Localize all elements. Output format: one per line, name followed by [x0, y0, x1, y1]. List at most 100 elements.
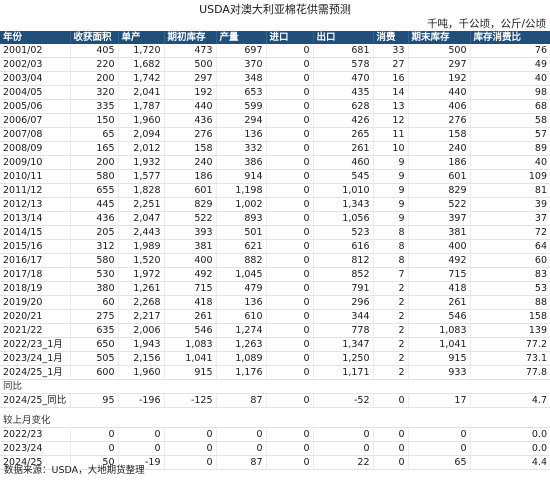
table-cell: 186: [407, 155, 470, 170]
section-mom: 较上月变化: [0, 414, 550, 428]
table-cell: 580: [69, 169, 118, 184]
table-cell: 440: [407, 85, 470, 100]
table-cell: 655: [69, 183, 118, 198]
table-cell: 0: [265, 351, 313, 366]
table-cell: 1,171: [312, 365, 373, 380]
table-cell: 0: [265, 127, 313, 142]
table-cell: -19: [117, 455, 164, 470]
table-cell: 240: [163, 155, 216, 170]
table-cell: 492: [163, 267, 216, 282]
table-cell: 546: [163, 323, 216, 338]
table-cell: 220: [69, 57, 118, 72]
table-cell: 2015/16: [0, 239, 70, 254]
table-cell: 40: [469, 155, 550, 170]
table-cell: 0: [163, 455, 216, 470]
table-cell: 136: [215, 127, 266, 142]
col-year: 年份: [0, 31, 70, 44]
table-cell: 2024/25_同比: [0, 393, 70, 408]
table-cell: 0: [265, 427, 313, 442]
table-cell: 1,010: [312, 183, 373, 198]
table-cell: 0: [69, 441, 118, 456]
table-cell: 294: [215, 113, 266, 128]
table-cell: 98: [469, 85, 550, 100]
table-cell: 601: [407, 169, 470, 184]
table-cell: 0: [265, 71, 313, 86]
table-cell: 10: [372, 141, 408, 156]
table-cell: 500: [407, 44, 470, 58]
table-cell: 9: [372, 197, 408, 212]
table-cell: 58: [469, 113, 550, 128]
table-cell: 2020/21: [0, 309, 70, 324]
table-cell: 109: [469, 169, 550, 184]
units-label: 千吨，千公顷，公斤/公顷: [426, 18, 546, 30]
table-title: USDA对澳大利亚棉花供需预测: [199, 3, 351, 16]
table-cell: 2,006: [117, 323, 164, 338]
table-row-yoy: 2024/25_同比 95 -196 -125 87 0 -52 0 17 4.7: [0, 393, 550, 408]
table-row-mom: 2024/25 50 -19 0 87 0 22 0 65 4.4: [0, 455, 550, 470]
table-cell: 882: [215, 253, 266, 268]
table-row: 2013/14 436 2,047 522 893 0 1,056 9 397 37: [0, 211, 550, 226]
table-cell: 893: [215, 211, 266, 226]
table-cell: 1,932: [117, 155, 164, 170]
table-cell: 33: [372, 44, 408, 58]
table-cell: 0: [312, 427, 373, 442]
table-cell: 8: [372, 239, 408, 254]
table-cell: 261: [163, 309, 216, 324]
table-cell: 2021/22: [0, 323, 70, 338]
table-cell: 1,577: [117, 169, 164, 184]
table-cell: 2,012: [117, 141, 164, 156]
table-row: 2006/07 150 1,960 436 294 0 426 12 276 58: [0, 113, 550, 128]
table-cell: 1,263: [215, 337, 266, 352]
table-cell: 616: [312, 239, 373, 254]
table-cell: 0: [265, 225, 313, 240]
table-cell: 17: [407, 393, 470, 408]
table-cell: 2: [372, 281, 408, 296]
table-cell: 83: [469, 267, 550, 282]
table-cell: 522: [407, 197, 470, 212]
table-cell: 470: [312, 71, 373, 86]
table-cell: 436: [163, 113, 216, 128]
table-cell: 1,960: [117, 113, 164, 128]
table-cell: 64: [469, 239, 550, 254]
table-cell: 0: [265, 211, 313, 226]
table-cell: 73.1: [469, 351, 550, 366]
table-cell: 715: [407, 267, 470, 282]
table-cell: 0: [265, 197, 313, 212]
table-cell: 88: [469, 295, 550, 310]
table-cell: 2,268: [117, 295, 164, 310]
table-cell: 2: [372, 351, 408, 366]
table-cell: 1,250: [312, 351, 373, 366]
table-cell: 0: [372, 441, 408, 456]
table-cell: 335: [69, 99, 118, 114]
table-row: 2003/04 200 1,742 297 348 0 470 16 192 40: [0, 71, 550, 86]
table-row: 2005/06 335 1,787 440 599 0 628 13 406 68: [0, 99, 550, 114]
data-source-note: 数据来源：USDA，大地期货整理: [4, 465, 145, 476]
table-cell: 426: [312, 113, 373, 128]
table-cell: 261: [407, 295, 470, 310]
col-ending-stocks: 期末库存: [407, 31, 470, 44]
table-cell: 2010/11: [0, 169, 70, 184]
table-cell: 460: [312, 155, 373, 170]
table-cell: 332: [215, 141, 266, 156]
table-cell: 915: [407, 351, 470, 366]
table-cell: 600: [69, 365, 118, 380]
table-cell: 1,943: [117, 337, 164, 352]
table-cell: 523: [312, 225, 373, 240]
table-cell: 380: [69, 281, 118, 296]
table-cell: 205: [69, 225, 118, 240]
table-row: 2015/16 312 1,989 381 621 0 616 8 400 64: [0, 239, 550, 254]
table-cell: 435: [312, 85, 373, 100]
table-cell: 0: [163, 427, 216, 442]
table-cell: 57: [469, 127, 550, 142]
table-cell: 77.8: [469, 365, 550, 380]
table-cell: 2: [372, 337, 408, 352]
table-cell: 2,094: [117, 127, 164, 142]
table-cell: 1,960: [117, 365, 164, 380]
table-cell: 65: [69, 127, 118, 142]
table-cell: 2,251: [117, 197, 164, 212]
table-cell: 12: [372, 113, 408, 128]
table-cell: 186: [163, 169, 216, 184]
table-cell: 4.4: [469, 455, 550, 470]
table-cell: 348: [215, 71, 266, 86]
table-cell: 914: [215, 169, 266, 184]
